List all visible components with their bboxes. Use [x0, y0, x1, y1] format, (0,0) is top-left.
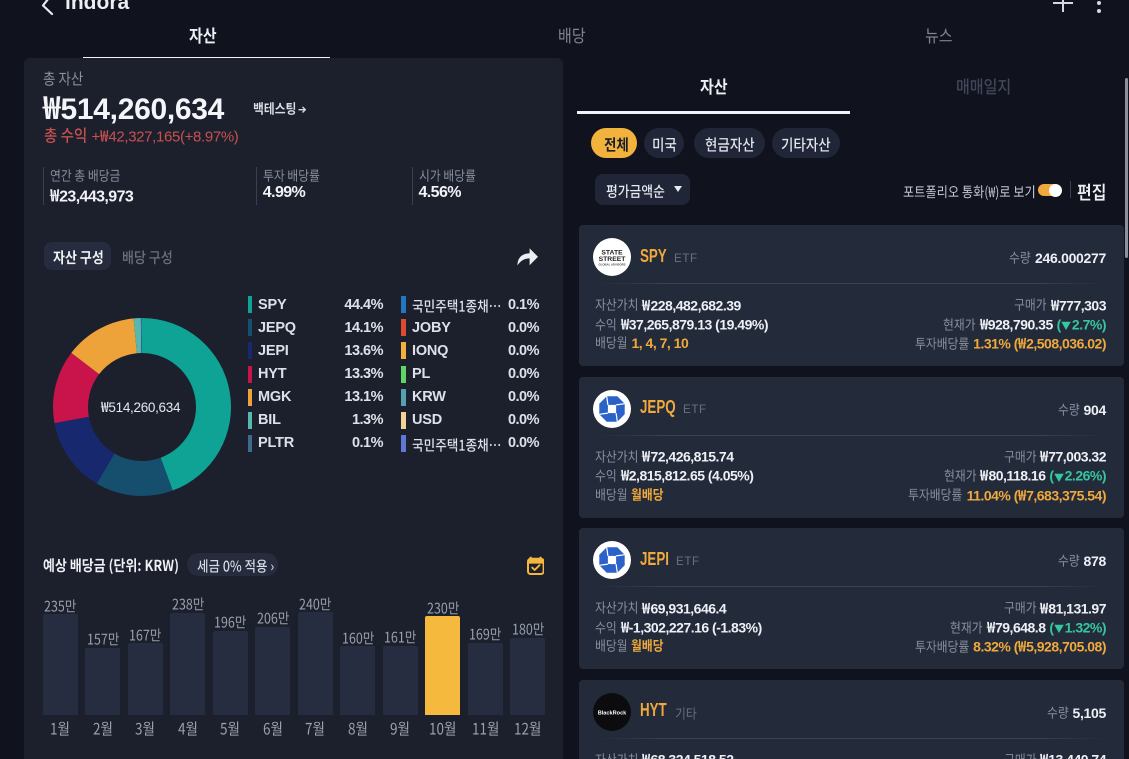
svg-text:GLOBAL ADVISORS: GLOBAL ADVISORS: [598, 263, 625, 267]
svg-text:BlackRock: BlackRock: [598, 710, 627, 716]
svg-text:STATE: STATE: [601, 250, 623, 257]
svg-text:STREET: STREET: [599, 256, 627, 263]
